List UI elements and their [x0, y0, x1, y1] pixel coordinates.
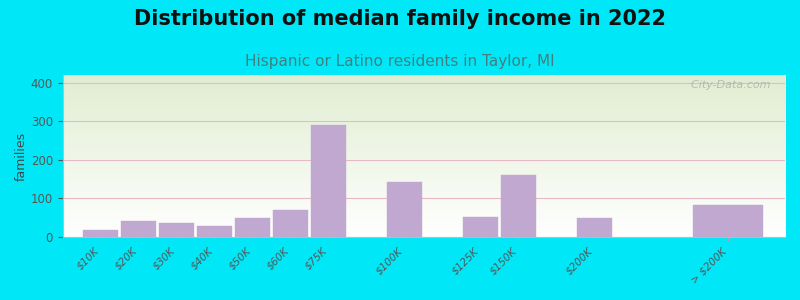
Bar	[578, 218, 613, 237]
Text: Hispanic or Latino residents in Taylor, MI: Hispanic or Latino residents in Taylor, …	[245, 54, 555, 69]
Bar	[274, 210, 308, 237]
Bar	[83, 230, 118, 237]
Bar	[198, 226, 232, 237]
Bar	[693, 205, 763, 237]
Y-axis label: families: families	[15, 131, 28, 181]
Bar	[235, 218, 270, 237]
Text: City-Data.com: City-Data.com	[684, 80, 770, 90]
Bar	[159, 224, 194, 237]
Bar	[311, 125, 346, 237]
Bar	[387, 182, 422, 237]
Bar	[122, 221, 156, 237]
Bar	[463, 217, 498, 237]
Text: Distribution of median family income in 2022: Distribution of median family income in …	[134, 9, 666, 29]
Bar	[502, 175, 536, 237]
